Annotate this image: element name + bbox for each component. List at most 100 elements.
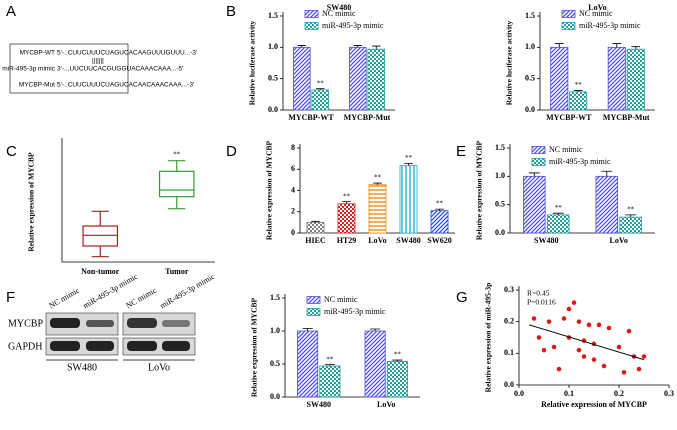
sequence-label: miR-495-3p mimic <box>2 66 55 73</box>
bar <box>297 330 319 398</box>
x-tick-label: MYCBP-Mut <box>344 113 391 122</box>
y-tick-label: 6 <box>291 164 295 173</box>
row-label: GAPDH <box>8 341 42 352</box>
y-tick-label: 0.0 <box>504 380 514 389</box>
y-axis-label: Relative expression of MYCBP <box>27 152 36 252</box>
bar <box>311 89 330 111</box>
bar <box>348 46 367 111</box>
bar <box>292 46 311 111</box>
bar <box>399 165 418 234</box>
x-axis-label: Relative expression of MYCBP <box>541 400 647 409</box>
bar <box>619 216 642 234</box>
point <box>546 319 552 324</box>
bar <box>364 330 386 398</box>
panel-letter: F <box>6 289 15 306</box>
band <box>162 320 190 327</box>
legend-label: NC mimic <box>322 9 356 18</box>
bar <box>595 175 619 234</box>
point <box>581 354 587 359</box>
significance-mark: ** <box>627 205 635 213</box>
box <box>158 170 195 198</box>
legend-swatch <box>306 308 321 316</box>
error-bar <box>573 90 583 92</box>
pairing-lines: ||||||| <box>92 58 104 65</box>
lane-label: NC mimic <box>124 286 158 311</box>
point <box>566 306 572 312</box>
significance-mark: ** <box>436 200 444 208</box>
y-axis-label: Relative expression of miR-495-3p <box>484 283 493 393</box>
y-tick-label: 1.5 <box>525 11 535 20</box>
y-tick-label: 1.5 <box>270 293 280 302</box>
x-tick-label: 0.1 <box>564 389 574 398</box>
legend-label: miR-495-3p mimic <box>322 21 384 30</box>
error-bar <box>324 364 335 366</box>
x-tick-label: 0.0 <box>514 389 524 398</box>
error-bar <box>353 45 362 48</box>
y-tick-label: 8 <box>291 143 295 152</box>
point <box>541 347 547 353</box>
sequence: 3'-...UUCUUCACGUGGUACAAACAAA...-5' <box>57 66 183 73</box>
y-tick-label: 1.5 <box>495 143 505 152</box>
y-tick-label: 1.0 <box>525 42 535 51</box>
error-bar <box>404 163 413 166</box>
x-tick-label: Non-tumor <box>81 267 120 276</box>
band <box>86 320 114 327</box>
band <box>50 318 80 328</box>
legend-swatch <box>531 146 546 154</box>
sequence: 5'-..CUUCUUUCUAGUCACAACAAACAAA...-3' <box>57 82 194 89</box>
point <box>596 322 602 328</box>
legend-swatch <box>561 10 576 18</box>
bar <box>607 46 626 111</box>
legend-label: miR-495-3p mimic <box>324 307 386 316</box>
panel-letter: B <box>226 3 236 20</box>
point <box>561 316 567 321</box>
y-axis-label: Relative expression of MYCBP <box>265 140 274 240</box>
point <box>626 328 632 334</box>
point <box>591 357 597 362</box>
x-tick-label: SW620 <box>427 236 451 245</box>
error-bar <box>316 88 325 90</box>
error-bar <box>552 212 564 215</box>
band <box>50 341 80 351</box>
point <box>586 322 592 328</box>
sequence-box <box>9 43 129 94</box>
y-tick-label: 1.5 <box>268 11 278 20</box>
y-axis-label: Relative luciferase activity <box>248 20 257 105</box>
error-bar <box>528 172 540 177</box>
x-tick-label: MYCBP-Mut <box>603 113 650 122</box>
error-bar <box>601 170 613 177</box>
y-tick-label: 0.5 <box>268 73 278 82</box>
x-tick-label: LoVo <box>610 236 628 245</box>
error-bar <box>370 328 381 331</box>
bar <box>430 210 449 234</box>
x-tick-label: MYCBP-WT <box>288 113 334 122</box>
significance-mark: ** <box>326 355 334 363</box>
significance-mark: ** <box>575 81 583 89</box>
x-tick-label: HIEC <box>305 236 326 245</box>
group-label: SW480 <box>67 362 97 373</box>
box <box>82 225 119 247</box>
error-bar <box>302 327 313 331</box>
error-bar <box>612 43 622 48</box>
x-tick-label: SW480 <box>534 236 558 245</box>
y-axis-label: Relative luciferase activity <box>505 20 514 105</box>
point <box>641 354 647 359</box>
error-bar <box>625 214 637 218</box>
point <box>576 319 582 324</box>
y-tick-label: 0.0 <box>270 392 280 401</box>
x-tick-label: HT29 <box>337 236 357 245</box>
point <box>556 366 562 372</box>
significance-mark: ** <box>343 192 351 200</box>
panel-letter: A <box>6 3 16 20</box>
y-tick-label: 1.0 <box>495 171 505 180</box>
row-label: MYCBP <box>8 318 43 329</box>
point <box>571 300 577 305</box>
x-tick-label: 0.2 <box>614 389 624 398</box>
error-bar <box>631 46 641 50</box>
sequence-label: MYCBP-Mut <box>19 82 55 89</box>
y-tick-label: 0.5 <box>495 199 505 208</box>
significance-mark: ** <box>405 154 413 162</box>
x-tick-label: SW480 <box>396 236 420 245</box>
x-tick-label: SW480 <box>307 400 331 409</box>
